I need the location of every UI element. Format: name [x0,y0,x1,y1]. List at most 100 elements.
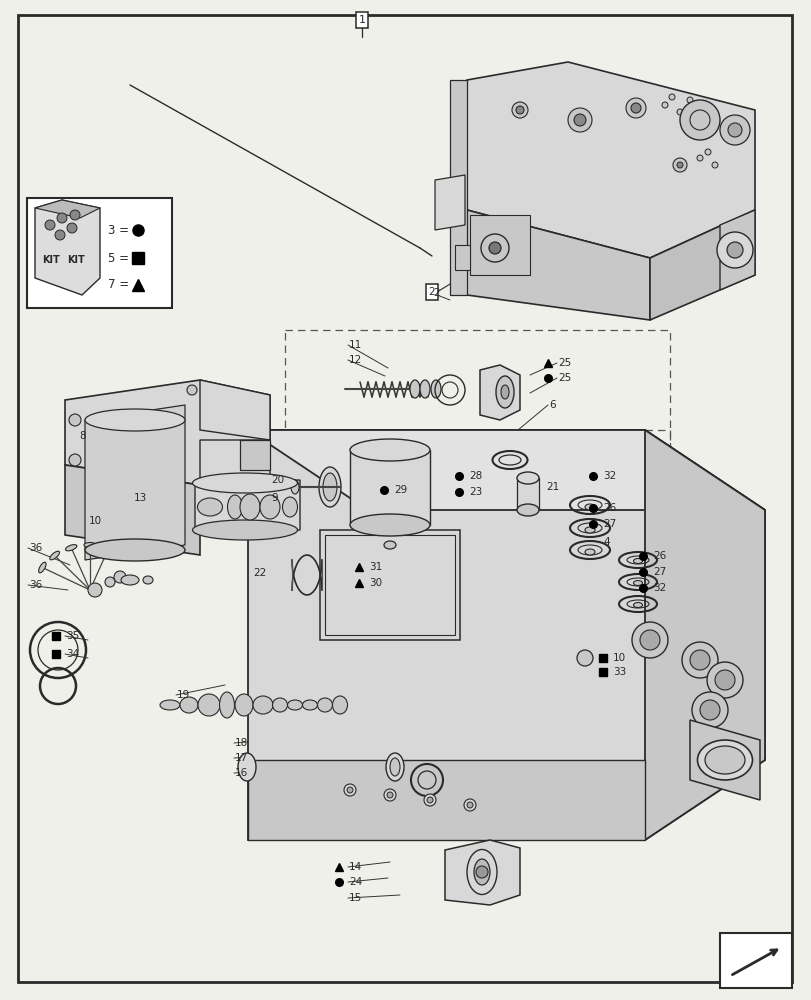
Polygon shape [65,380,270,485]
Ellipse shape [160,700,180,710]
Circle shape [344,784,355,796]
Bar [454,245,470,270]
Ellipse shape [384,541,396,549]
Ellipse shape [287,700,303,710]
Ellipse shape [198,694,220,716]
Text: 25: 25 [557,358,571,368]
Polygon shape [444,840,519,905]
Ellipse shape [350,439,430,461]
Text: 25: 25 [557,373,571,383]
Circle shape [577,650,592,666]
Polygon shape [35,200,100,295]
Text: 10: 10 [89,516,102,526]
Circle shape [699,700,719,720]
Ellipse shape [253,696,272,714]
Text: 22: 22 [253,568,266,578]
Circle shape [706,662,742,698]
Text: 30: 30 [368,578,382,588]
Circle shape [716,232,752,268]
Circle shape [512,102,527,118]
Circle shape [668,94,674,100]
Text: 35: 35 [66,631,79,641]
Circle shape [114,571,126,583]
Text: 2: 2 [428,287,435,297]
Ellipse shape [419,380,430,398]
Polygon shape [247,760,644,840]
Ellipse shape [238,753,255,781]
Ellipse shape [303,700,317,710]
Text: 11: 11 [349,340,362,350]
Ellipse shape [39,562,46,573]
Ellipse shape [323,473,337,501]
Text: 17: 17 [234,753,248,763]
Circle shape [679,100,719,140]
Circle shape [689,110,709,130]
Ellipse shape [192,520,297,540]
Circle shape [187,385,197,395]
Circle shape [480,234,508,262]
Text: 8: 8 [79,431,85,441]
Text: 27: 27 [652,567,666,577]
Circle shape [704,149,710,155]
Ellipse shape [121,575,139,585]
Polygon shape [466,62,754,258]
Text: 18: 18 [234,738,248,748]
Polygon shape [719,210,754,290]
Text: KIT: KIT [67,255,84,265]
Text: 26: 26 [603,503,616,513]
Text: 21: 21 [545,482,559,492]
Circle shape [676,162,682,168]
Ellipse shape [474,859,489,885]
Polygon shape [247,430,764,510]
Text: KIT: KIT [42,255,60,265]
Polygon shape [435,175,465,230]
Circle shape [727,123,741,137]
Circle shape [67,223,77,233]
Text: 14: 14 [349,862,362,872]
Polygon shape [517,478,539,510]
Circle shape [384,789,396,801]
Text: 1: 1 [358,15,365,25]
Text: 32: 32 [603,471,616,481]
Text: 24: 24 [349,877,362,887]
Circle shape [475,866,487,878]
Circle shape [515,106,523,114]
Ellipse shape [180,697,198,713]
Text: 34: 34 [66,649,79,659]
Circle shape [466,802,473,808]
Text: 28: 28 [469,471,482,481]
Ellipse shape [84,542,96,548]
Text: 23: 23 [469,487,482,497]
Ellipse shape [633,602,642,607]
Ellipse shape [85,539,185,561]
Polygon shape [479,365,519,420]
Text: 6: 6 [548,400,555,410]
Text: 26: 26 [652,551,666,561]
Ellipse shape [697,740,752,780]
Circle shape [427,797,432,803]
Bar [285,330,669,450]
Ellipse shape [282,497,297,517]
Ellipse shape [197,498,222,516]
Circle shape [661,102,667,108]
Circle shape [696,155,702,161]
Circle shape [726,242,742,258]
Ellipse shape [234,694,253,716]
Text: 29: 29 [393,485,407,495]
Ellipse shape [103,545,114,551]
Ellipse shape [66,545,77,551]
Bar [294,430,669,740]
Bar [719,933,791,988]
Polygon shape [350,450,430,525]
Ellipse shape [143,576,152,584]
Ellipse shape [49,551,59,560]
Ellipse shape [633,580,642,585]
Ellipse shape [272,698,287,712]
Text: 36: 36 [29,580,42,590]
Text: 13: 13 [134,493,147,503]
Text: 31: 31 [368,562,382,572]
Ellipse shape [389,758,400,776]
Polygon shape [195,480,299,533]
Circle shape [672,158,686,172]
Circle shape [681,642,717,678]
